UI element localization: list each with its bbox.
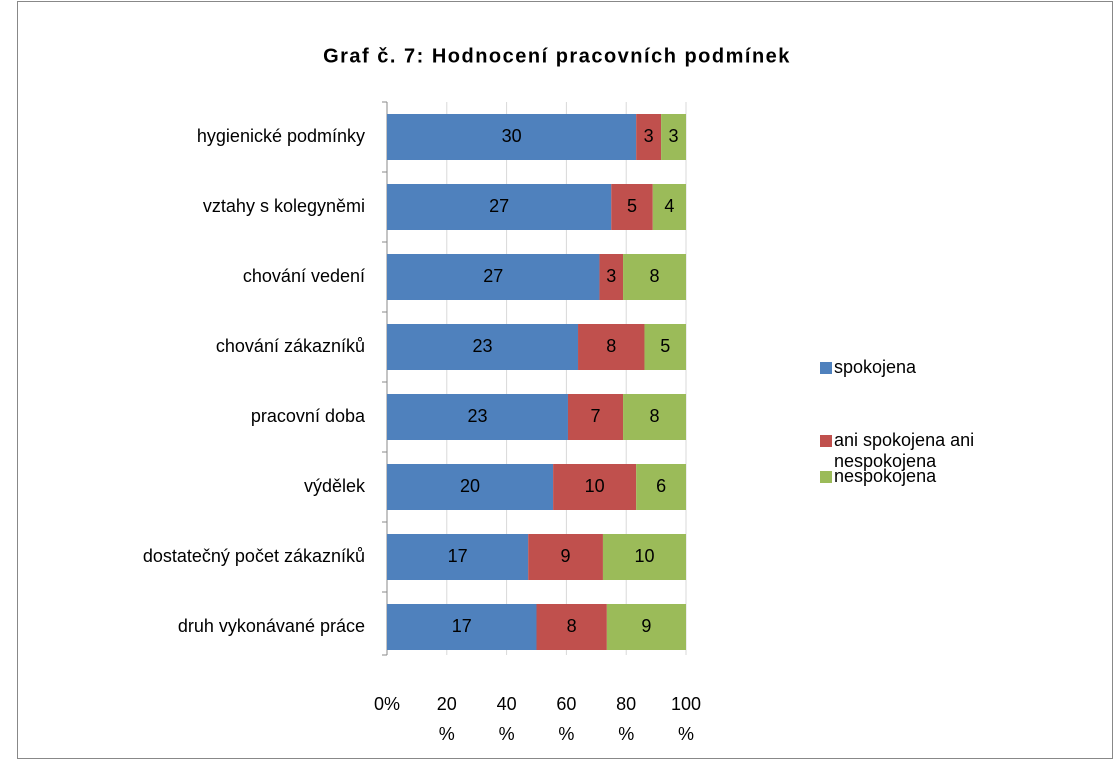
data-label: 8 — [567, 616, 577, 636]
bar-segment — [623, 394, 686, 440]
bar-segment — [636, 114, 662, 160]
y-tick-label: chování vedení — [243, 266, 365, 286]
data-label: 27 — [489, 196, 509, 216]
data-label: 9 — [561, 546, 571, 566]
data-label: 30 — [502, 126, 522, 146]
legend-swatch — [820, 362, 832, 374]
bar-segment — [387, 534, 529, 580]
bar-segment — [387, 604, 537, 650]
data-label: 9 — [641, 616, 651, 636]
x-tick-label: 0% — [374, 694, 400, 714]
bar-segment — [652, 184, 686, 230]
bar-segment — [553, 464, 637, 510]
y-tick-label: dostatečný počet zákazníků — [143, 546, 365, 566]
data-label: 23 — [472, 336, 492, 356]
data-label: 17 — [448, 546, 468, 566]
legend-label: nespokojena — [834, 466, 937, 486]
data-label: 8 — [650, 406, 660, 426]
x-tick-label: 100% — [671, 694, 701, 744]
x-tick-label: 20% — [437, 694, 457, 744]
bar-segment — [578, 324, 645, 370]
bar-segment — [567, 394, 624, 440]
data-label: 20 — [460, 476, 480, 496]
data-label: 4 — [664, 196, 674, 216]
data-label: 3 — [669, 126, 679, 146]
bar-segment — [387, 324, 579, 370]
y-tick-label: druh vykonávané práce — [178, 616, 365, 636]
data-label: 6 — [656, 476, 666, 496]
y-tick-label: vztahy s kolegyněmi — [203, 196, 365, 216]
bar-segment — [387, 464, 554, 510]
legend-label: ani spokojena ani nespokojena — [834, 430, 974, 471]
data-label: 10 — [585, 476, 605, 496]
bar-segment — [602, 534, 686, 580]
data-label: 3 — [644, 126, 654, 146]
bar-segment — [623, 254, 686, 300]
bar-segment — [387, 114, 637, 160]
x-tick-label: 40% — [497, 694, 517, 744]
bar-segment — [611, 184, 653, 230]
legend-swatch — [820, 471, 832, 483]
data-label: 17 — [452, 616, 472, 636]
data-label: 8 — [650, 266, 660, 286]
bar-segment — [528, 534, 603, 580]
bar-segment — [644, 324, 686, 370]
data-label: 10 — [634, 546, 654, 566]
bar-segment — [599, 254, 624, 300]
bar-segment — [661, 114, 686, 160]
data-label: 5 — [660, 336, 670, 356]
bar-segment — [636, 464, 686, 510]
data-label: 3 — [606, 266, 616, 286]
data-label: 7 — [591, 406, 601, 426]
chart-title: Graf č. 7: Hodnocení pracovních podmínek — [323, 45, 791, 67]
y-tick-label: pracovní doba — [251, 406, 366, 426]
x-tick-label: 60% — [556, 694, 576, 744]
data-label: 23 — [467, 406, 487, 426]
bar-segment — [387, 254, 600, 300]
bar-segment — [387, 184, 612, 230]
legend-swatch — [820, 435, 832, 447]
data-label: 5 — [627, 196, 637, 216]
y-tick-label: výdělek — [304, 476, 366, 496]
legend-label: spokojena — [834, 357, 917, 377]
y-tick-label: chování zákazníků — [216, 336, 365, 356]
bar-segment — [536, 604, 607, 650]
bar-segment — [606, 604, 686, 650]
bar-segment — [387, 394, 568, 440]
data-label: 8 — [606, 336, 616, 356]
data-label: 27 — [483, 266, 503, 286]
y-tick-label: hygienické podmínky — [197, 126, 365, 146]
x-tick-label: 80% — [616, 694, 636, 744]
